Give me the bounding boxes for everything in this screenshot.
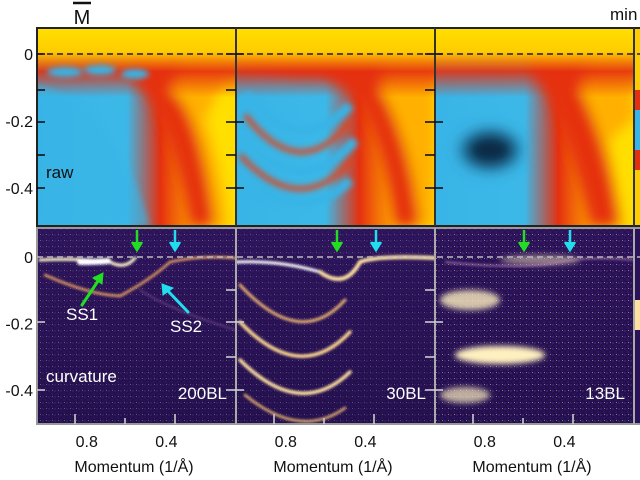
raw-panel-13bl [435,28,634,226]
curvature-panel-label: curvature [46,367,117,386]
y-tick-label: -0.2 [5,114,33,131]
x-axis-title: Momentum (1/Å) [273,457,392,476]
curvature-panel-13bl [435,228,634,424]
panel-frames [36,27,640,425]
thickness-label: 30BL [386,384,426,403]
ticks-bottom [37,289,574,424]
x-axis-title: Momentum (1/Å) [472,457,591,476]
y-tick-label: -0.2 [5,317,33,334]
ticks-top [37,53,443,189]
thickness-label: 200BL [178,384,227,403]
ss1-pointer [80,276,102,307]
curvature-panel-200bl [37,228,236,424]
y-tick-label: 0 [24,47,33,64]
x-tick-label: 0.8 [275,434,297,451]
x-axis-title: Momentum (1/Å) [74,457,193,476]
raw-panel-200bl [37,28,236,226]
ss2-pointer [165,288,190,314]
x-tick-label: 0.8 [76,434,98,451]
y-tick-label: -0.4 [5,181,33,198]
thickness-label: 13BL [585,384,625,403]
top-right-label: min [610,5,637,24]
raw-panel-30bl [236,28,435,226]
x-tick-label: 0.8 [474,434,496,451]
x-tick-label: 0.4 [155,434,177,451]
raw-panel-label: raw [46,163,74,182]
ss2-label: SS2 [170,317,202,336]
x-tick-label: 0.4 [354,434,376,451]
y-tick-label: -0.4 [5,383,33,400]
curvature-panel-partial [634,228,640,424]
y-tick-labels-bottom: 0 -0.2 -0.4 [5,250,33,400]
raw-panel-partial [634,28,640,226]
x-tick-label: 0.4 [553,434,575,451]
curvature-panel-30bl [236,228,435,424]
y-tick-labels-top: 0 -0.2 -0.4 [5,47,33,198]
top-left-label: M [74,7,91,29]
x-tick-labels: 0.8 0.4 Momentum (1/Å) 0.8 0.4 Momentum (1/Å)… [74,434,591,476]
band-arrows [130,230,577,253]
ss1-label: SS1 [66,305,98,324]
fermi-level-lines [37,53,640,258]
ss-pointers [80,272,190,314]
y-tick-label: 0 [24,250,33,267]
column-labels: 200BL 30BL 13BL [178,384,625,403]
